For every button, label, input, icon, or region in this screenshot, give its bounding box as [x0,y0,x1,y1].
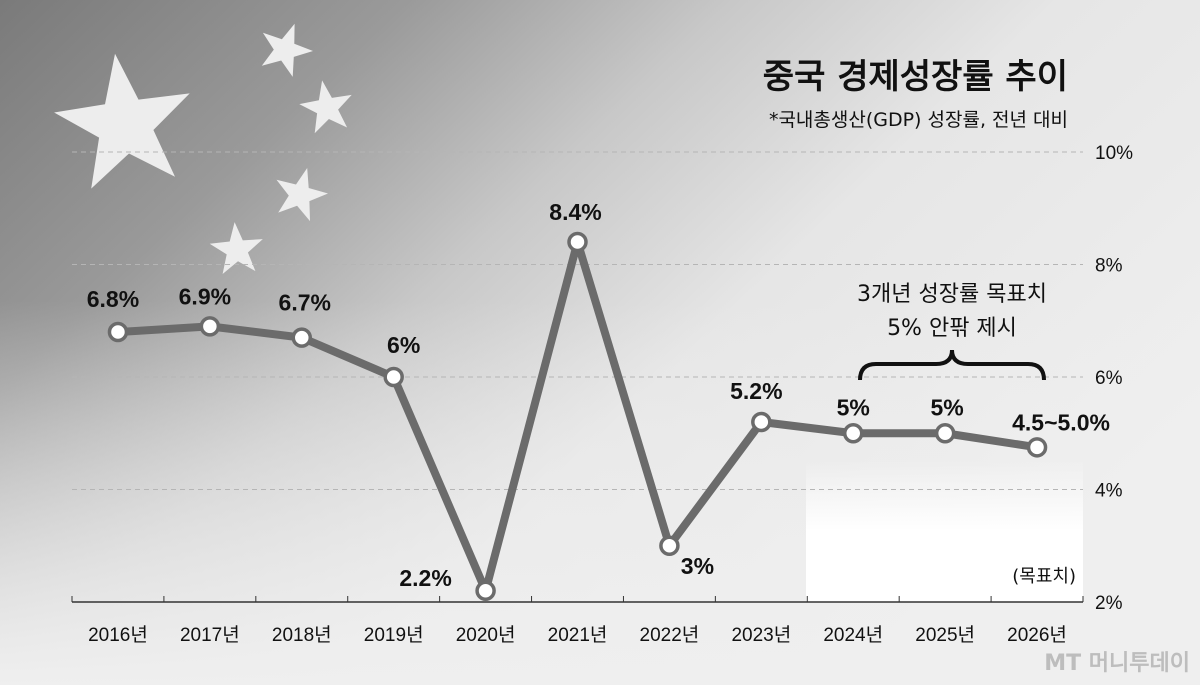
flag-stars [54,23,352,274]
data-point [842,423,864,444]
data-point [291,327,313,348]
x-tick-label: 2023년 [731,624,791,646]
chart-subtitle: *국내총생산(GDP) 성장률, 전년 대비 [769,109,1068,131]
star-icon [261,23,313,77]
target-region [806,460,1083,602]
data-point [567,231,588,253]
data-label: 6.9% [179,283,231,309]
x-tick-label: 2025년 [915,624,975,646]
data-label: 5% [931,394,964,420]
data-point [751,411,772,433]
watermark-logo: MT 머니투데이 [1044,651,1190,676]
y-tick-label: 4% [1095,481,1123,502]
data-label: 4.5~5.0% [1012,409,1110,435]
chart-title: 중국 경제성장률 추이 [763,57,1068,97]
x-tick-label: 2019년 [364,624,424,646]
data-point [659,535,680,556]
star-icon [299,80,352,134]
x-tick-label: 2016년 [88,624,148,646]
data-label: 8.4% [549,199,601,225]
y-tick-label: 6% [1095,368,1123,389]
x-tick-label: 2017년 [180,624,240,646]
data-label: 6.7% [279,290,331,316]
data-label: 3% [681,553,714,579]
data-point [475,580,496,601]
y-tick-label: 2% [1095,593,1123,614]
data-point [934,423,956,444]
x-tick-label: 2018년 [272,624,332,646]
annotation-line-2: 5% 안팎 제시 [887,316,1017,341]
data-label: 2.2% [399,565,451,591]
y-tick-label: 8% [1095,256,1123,277]
data-point [199,316,221,337]
data-point [383,366,404,388]
star-icon [276,168,328,222]
annotation-line-1: 3개년 성장률 목표치 [857,282,1047,307]
data-point [1026,437,1048,458]
data-label: 6% [387,332,420,358]
data-label: 5% [837,394,870,420]
x-tick-label: 2022년 [640,624,700,646]
x-tick-label: 2026년 [1007,624,1067,646]
data-point [107,321,129,343]
y-tick-label: 10% [1095,143,1133,164]
data-label: 5.2% [730,378,782,404]
x-tick-label: 2024년 [823,624,883,646]
annotation-brace [858,349,1046,381]
star-icon [54,53,190,189]
x-tick-label: 2021년 [548,624,608,646]
star-icon [209,222,263,274]
data-label: 6.8% [87,286,139,312]
target-note: (목표치) [1012,566,1076,587]
x-tick-label: 2020년 [456,624,516,646]
